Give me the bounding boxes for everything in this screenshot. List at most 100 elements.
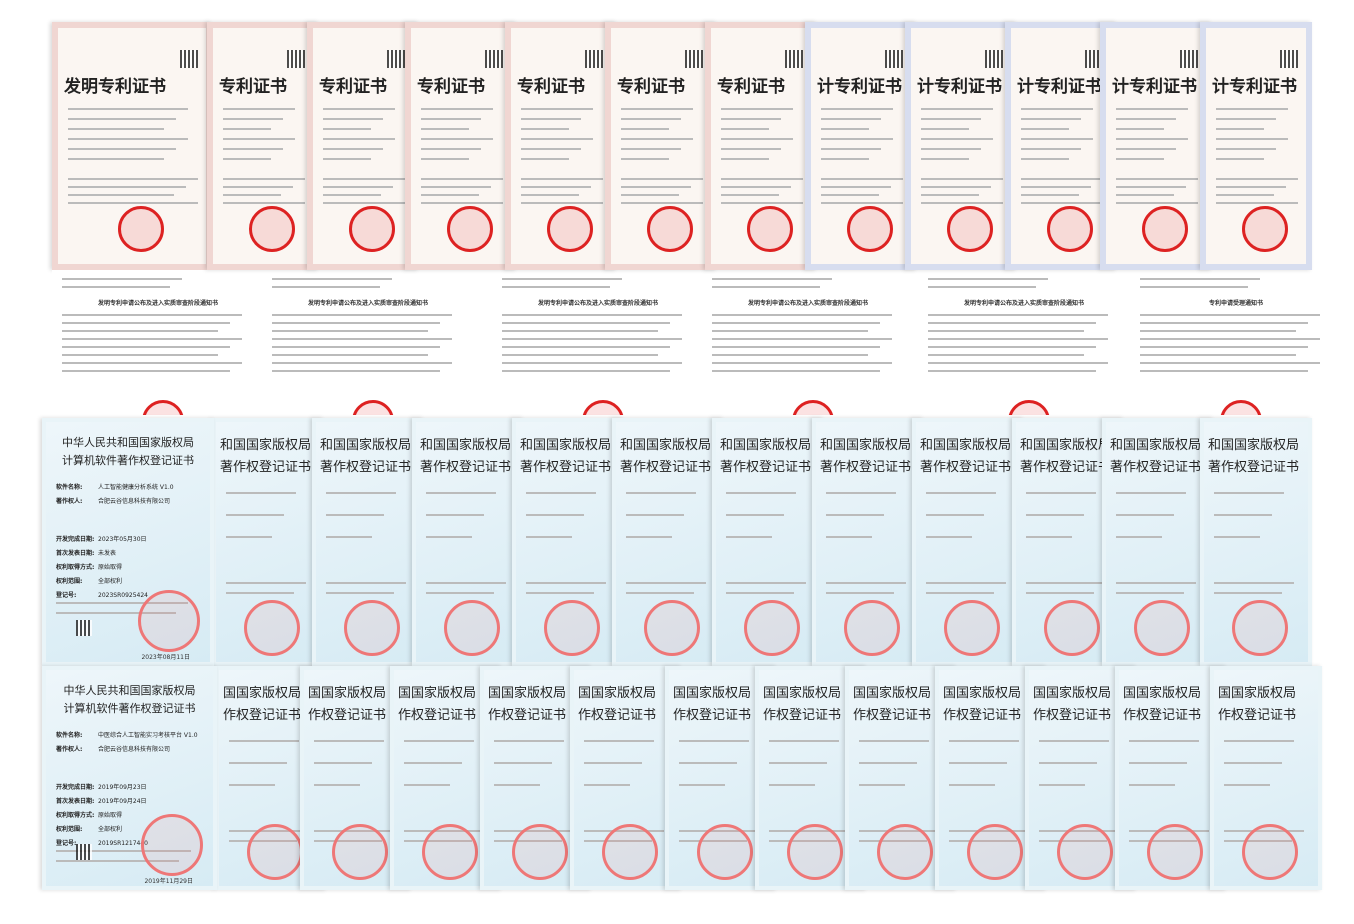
field-label: 登记号: bbox=[56, 840, 77, 847]
notice-document: 发明专利申请公布及进入实质审查阶段通知书 bbox=[262, 270, 474, 415]
text-line bbox=[421, 186, 491, 188]
text-line bbox=[821, 138, 893, 140]
text-line bbox=[928, 322, 1096, 324]
text-line bbox=[821, 148, 881, 150]
text-line bbox=[404, 784, 450, 786]
text-line bbox=[223, 108, 295, 110]
text-line bbox=[712, 338, 892, 340]
text-line bbox=[1140, 338, 1320, 340]
text-line bbox=[621, 138, 693, 140]
red-seal bbox=[1047, 206, 1093, 252]
text-line bbox=[1021, 178, 1103, 180]
text-line bbox=[712, 322, 880, 324]
text-line bbox=[626, 592, 694, 594]
patent-certificate: 专利证书 bbox=[505, 22, 617, 270]
patent-certificate: 发明专利证书 bbox=[52, 22, 212, 270]
text-line bbox=[521, 148, 581, 150]
certificate-title: 计算机软件著作权登记证书 bbox=[63, 702, 196, 715]
text-line bbox=[226, 536, 272, 538]
certificate-agency: 和国国家版权局 bbox=[820, 438, 912, 453]
text-line bbox=[62, 370, 230, 372]
certificate-agency: 国国家版权局 bbox=[1218, 686, 1297, 701]
text-line bbox=[272, 314, 452, 316]
text-line bbox=[928, 354, 1084, 356]
text-line bbox=[1214, 582, 1294, 584]
text-line bbox=[621, 186, 691, 188]
certificate-title: 作权登记证书 bbox=[578, 708, 657, 723]
qr-code bbox=[1280, 50, 1298, 68]
text-line bbox=[62, 330, 218, 332]
text-line bbox=[626, 492, 696, 494]
text-line bbox=[502, 314, 682, 316]
text-line bbox=[521, 186, 591, 188]
qr-code bbox=[76, 620, 92, 636]
text-line bbox=[521, 158, 569, 160]
text-line bbox=[721, 158, 769, 160]
red-seal bbox=[644, 600, 700, 656]
red-seal bbox=[1232, 600, 1288, 656]
text-line bbox=[223, 148, 283, 150]
red-seal bbox=[141, 814, 203, 876]
text-line bbox=[1116, 514, 1174, 516]
text-line bbox=[769, 762, 827, 764]
text-line bbox=[502, 322, 670, 324]
qr-code bbox=[1085, 50, 1103, 68]
certificate-title: 作权登记证书 bbox=[763, 708, 842, 723]
qr-code bbox=[985, 50, 1003, 68]
text-line bbox=[323, 194, 381, 196]
field: 登记号: 2019SR1217440 bbox=[56, 838, 148, 847]
text-line bbox=[712, 346, 880, 348]
text-line bbox=[1140, 278, 1260, 280]
text-line bbox=[494, 784, 540, 786]
notice-document: 专利申请受理通知书 bbox=[1130, 270, 1342, 415]
text-line bbox=[928, 286, 1036, 288]
text-line bbox=[272, 362, 452, 364]
text-line bbox=[1129, 740, 1199, 742]
text-line bbox=[826, 592, 894, 594]
notice-document: 发明专利申请公布及进入实质审查阶段通知书 bbox=[918, 270, 1130, 415]
certificate-title: 专利证书 bbox=[319, 77, 387, 97]
text-line bbox=[1216, 108, 1288, 110]
text-line bbox=[223, 186, 293, 188]
patent-certificate: 计专利证书 bbox=[905, 22, 1017, 270]
text-line bbox=[921, 178, 1003, 180]
red-seal bbox=[1134, 600, 1190, 656]
issue-date: 2019年11月29日 bbox=[144, 878, 193, 885]
certificate-title: 作权登记证书 bbox=[1123, 708, 1202, 723]
text-line bbox=[272, 278, 392, 280]
text-line bbox=[326, 536, 372, 538]
text-line bbox=[621, 178, 703, 180]
text-line bbox=[521, 138, 593, 140]
notice-document: 发明专利申请公布及进入实质审查阶段通知书 bbox=[702, 270, 914, 415]
qr-code bbox=[387, 50, 405, 68]
text-line bbox=[859, 762, 917, 764]
software-certificate: 和国国家版权局 著作权登记证书 bbox=[212, 418, 324, 666]
certificate-agency: 国国家版权局 bbox=[763, 686, 842, 701]
text-line bbox=[712, 330, 868, 332]
notice-title: 发明专利申请公布及进入实质审查阶段通知书 bbox=[747, 300, 868, 307]
field-label: 著作权人: bbox=[56, 498, 83, 505]
red-seal bbox=[138, 590, 200, 652]
text-line bbox=[226, 514, 284, 516]
certificate-title: 著作权登记证书 bbox=[320, 460, 412, 475]
text-line bbox=[921, 118, 981, 120]
text-line bbox=[421, 128, 469, 130]
text-line bbox=[62, 354, 218, 356]
text-line bbox=[949, 762, 1007, 764]
text-line bbox=[426, 582, 506, 584]
text-line bbox=[323, 128, 371, 130]
text-line bbox=[1140, 362, 1320, 364]
text-line bbox=[1021, 202, 1103, 204]
red-seal bbox=[1242, 824, 1298, 880]
text-line bbox=[56, 860, 179, 862]
text-line bbox=[226, 582, 306, 584]
red-seal bbox=[547, 206, 593, 252]
issue-date: 2023年08月11日 bbox=[141, 654, 190, 661]
text-line bbox=[621, 148, 681, 150]
text-line bbox=[62, 362, 242, 364]
text-line bbox=[521, 194, 579, 196]
certificate-agency: 国国家版权局 bbox=[578, 686, 657, 701]
text-line bbox=[62, 338, 242, 340]
certificate-agency: 和国国家版权局 bbox=[220, 438, 312, 453]
field-value: 2019年09月23日 bbox=[98, 784, 147, 791]
